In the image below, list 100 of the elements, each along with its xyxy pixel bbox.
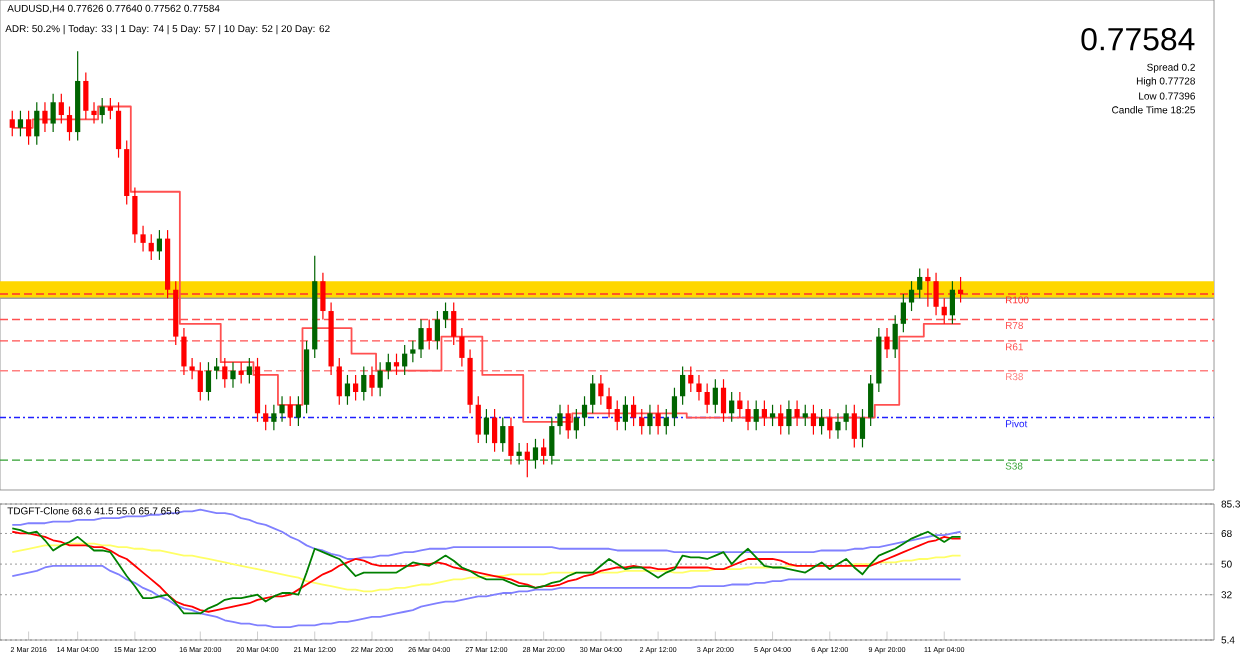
candlestick (214, 357, 220, 380)
candlestick (876, 327, 882, 393)
candlestick (26, 110, 32, 146)
candlestick (467, 348, 473, 414)
candlestick (581, 395, 588, 427)
candlestick (17, 110, 24, 137)
candlestick (933, 272, 939, 316)
candlestick (532, 438, 539, 470)
candlestick (541, 438, 547, 466)
candlestick (238, 361, 244, 385)
candlestick (549, 416, 555, 466)
candlestick (851, 404, 857, 448)
candlestick (426, 318, 432, 350)
candlestick (908, 280, 915, 312)
candlestick (353, 374, 359, 402)
candlestick (655, 404, 661, 436)
candlestick (434, 310, 440, 350)
candlestick (925, 267, 931, 308)
candlestick (565, 404, 571, 440)
candlestick (704, 382, 710, 414)
candlestick (410, 340, 416, 363)
candlestick (761, 399, 767, 427)
candlestick (246, 357, 252, 385)
candlestick (483, 408, 490, 444)
candlestick (279, 395, 285, 423)
candlestick (647, 404, 653, 436)
candlestick (868, 374, 874, 427)
candlestick (622, 395, 629, 431)
candlestick (557, 404, 563, 436)
candlestick (58, 93, 64, 125)
candlestick (573, 408, 579, 440)
candlestick (91, 101, 97, 125)
candlestick (794, 399, 800, 427)
candlestick (590, 374, 596, 414)
candlestick (884, 327, 890, 359)
candlestick (287, 395, 293, 427)
candlestick (156, 229, 163, 261)
candlestick (729, 391, 735, 423)
candlestick (606, 387, 612, 419)
candlestick (475, 395, 481, 444)
candlestick (810, 404, 817, 436)
candlestick (598, 374, 604, 406)
candlestick (42, 101, 48, 133)
candlestick (336, 357, 342, 406)
candlestick (917, 267, 923, 299)
candlestick (344, 374, 351, 406)
candlestick (720, 378, 727, 423)
candlestick (835, 412, 841, 440)
candlestick (107, 97, 113, 120)
candlestick (189, 357, 195, 380)
candlestick (320, 272, 326, 321)
candlestick (949, 280, 956, 325)
candlestick (753, 399, 759, 431)
candlestick (140, 225, 146, 252)
candlestick (295, 395, 302, 427)
candlestick (680, 365, 686, 406)
text: 0.77584 (1081, 27, 1195, 51)
candlestick (859, 408, 866, 448)
candlestick (778, 404, 784, 436)
candlestick (230, 361, 236, 389)
candlestick (671, 387, 678, 427)
candlestick (181, 327, 187, 376)
candlestick (769, 404, 776, 427)
candlestick (442, 301, 449, 329)
candlestick (124, 140, 130, 206)
candlestick (508, 416, 514, 466)
candlestick (491, 408, 498, 453)
candlestick (222, 357, 228, 389)
candlestick (361, 365, 367, 402)
candlestick (263, 404, 269, 431)
candlestick (9, 110, 15, 137)
candlestick (418, 318, 424, 359)
candlestick (843, 404, 849, 431)
candlestick (802, 404, 808, 427)
candlestick (66, 105, 73, 142)
candlestick (173, 280, 179, 346)
candlestick (393, 353, 400, 376)
candlestick (197, 361, 203, 402)
candlestick (500, 416, 506, 453)
candlestick (377, 361, 383, 397)
candlestick (745, 399, 751, 431)
candlestick (630, 395, 637, 427)
candlestick (369, 365, 375, 397)
candlestick (271, 404, 277, 431)
candlestick (459, 327, 465, 368)
candlestick (614, 399, 620, 431)
candlestick (205, 361, 212, 402)
candlestick (786, 399, 792, 436)
candlestick (451, 301, 457, 346)
candlestick (50, 93, 56, 133)
candlestick (402, 344, 408, 376)
candlestick (957, 276, 964, 304)
candlestick (516, 442, 522, 466)
candlestick (115, 101, 122, 159)
candlestick (827, 408, 833, 440)
candlestick (132, 186, 138, 244)
candlestick (254, 357, 261, 423)
candlestick (385, 353, 391, 380)
candlestick (892, 314, 898, 359)
candlestick (34, 101, 40, 146)
